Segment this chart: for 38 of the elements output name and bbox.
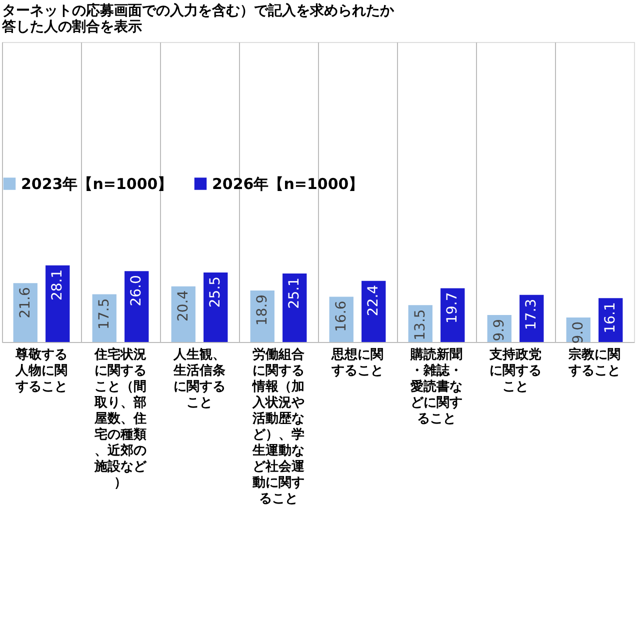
text: ターネットの応募画面での入力を含む）で記入を求められたか [2,3,394,19]
legend-label: 2026年【n=1000】 [212,174,364,193]
data-label: 28.1 [50,269,66,301]
data-label: 25.1 [286,278,303,309]
data-label: 13.5 [412,309,428,340]
data-label: 26.0 [128,275,145,306]
data-label: 17.5 [96,298,112,330]
x-tick-label: 支持政党に関すること [488,348,542,394]
bar [520,294,544,342]
category-label: 住宅状況に関すること（間取り、部屋数、住宅の種類、近郊の施設など） [94,348,146,490]
legend-label: 2023年【n=1000】 [21,174,173,193]
data-label: 18.9 [254,294,270,326]
bar [46,265,70,342]
data-label: 19.7 [444,292,461,324]
bar [204,272,228,342]
text: 答した人の割合を表示 [2,19,142,35]
x-tick-label: 宗教に関すること [568,346,620,378]
bar [13,283,38,342]
bar [92,294,116,342]
data-label: 21.6 [17,287,34,318]
bar [282,274,307,342]
bar [362,280,386,342]
data-label: 17.3 [524,298,540,330]
data-label: 22.4 [366,284,382,316]
data-label: 9.0 [570,321,586,344]
data-label: 20.4 [175,290,192,322]
x-tick-label: 購読新聞・雑誌・愛読書などに関すること [410,346,462,426]
bar [171,286,196,342]
x-tick-label: 思想に関すること [330,346,384,378]
category-label: 労働組合に関する情報（加入状況や活動歴など）、学生運動など社会運動に関すること [252,348,304,506]
data-label: 16.1 [602,302,619,334]
x-tick-label: 尊敬する人物に関すること [14,346,68,394]
x-tick-label: 人生観、生活信条に関すること [172,348,226,410]
data-label: 9.9 [491,319,508,342]
data-label: 25.5 [208,276,224,308]
bar [124,271,149,342]
data-label: 16.6 [333,300,350,332]
bar [440,288,465,342]
